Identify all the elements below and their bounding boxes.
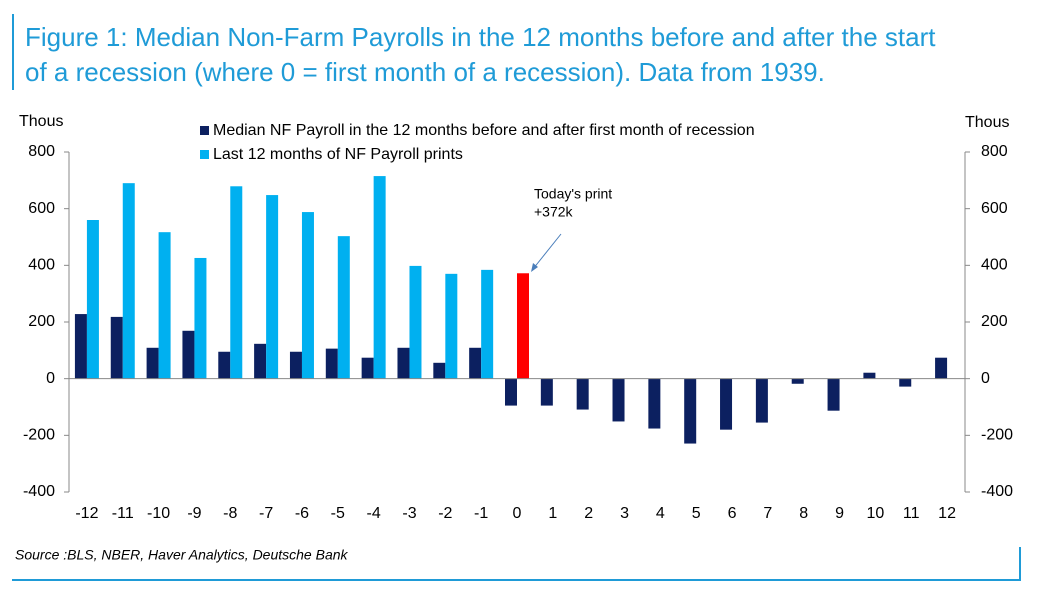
chart-title: Figure 1: Median Non-Farm Payrolls in th…	[25, 22, 936, 52]
bar	[755, 378, 768, 423]
legend-swatch	[200, 126, 209, 135]
x-tick-label: 5	[692, 505, 701, 522]
y2-tick-label: -400	[981, 483, 1013, 500]
bar	[612, 378, 625, 422]
bar	[469, 347, 482, 379]
y2-tick-label: 600	[981, 200, 1008, 217]
bar	[230, 186, 243, 379]
bar	[505, 378, 517, 406]
x-tick-label: -4	[367, 505, 381, 522]
x-tick-label: -6	[295, 505, 309, 522]
y-tick-label: 200	[28, 313, 55, 330]
y-tick-label: 0	[46, 370, 55, 387]
bar	[337, 236, 350, 379]
x-tick-label: 0	[513, 505, 522, 522]
legend-label: Last 12 months of NF Payroll prints	[213, 146, 463, 163]
bar	[899, 378, 912, 387]
bar	[194, 257, 207, 379]
bar	[397, 347, 410, 379]
x-tick-label: 4	[656, 505, 665, 522]
y-tick-label: -400	[23, 483, 55, 500]
bar	[648, 378, 661, 429]
bar	[361, 357, 374, 379]
y2-tick-label: 0	[981, 370, 990, 387]
y2-tick-label: -200	[981, 427, 1013, 444]
bar	[576, 378, 589, 410]
x-tick-label: -9	[187, 505, 201, 522]
y-axis-label: Thous	[19, 113, 63, 130]
x-tick-label: 3	[620, 505, 629, 522]
x-tick-label: 6	[728, 505, 737, 522]
bar	[373, 176, 386, 379]
bar	[791, 378, 804, 384]
x-tick-label: -11	[112, 505, 134, 522]
x-tick-label: 2	[584, 505, 593, 522]
x-tick-label: -10	[147, 505, 170, 522]
x-tick-label: 10	[867, 505, 885, 522]
bar	[409, 265, 422, 379]
bar	[517, 273, 529, 379]
source: Source :BLS, NBER, Haver Analytics, Deut…	[15, 547, 349, 563]
bar	[289, 351, 302, 379]
annotation-arrowhead	[531, 263, 538, 272]
bar	[146, 347, 159, 379]
chart-title: of a recession (where 0 = first month of…	[25, 57, 825, 87]
bar	[158, 232, 171, 379]
y2-tick-label: 400	[981, 257, 1008, 274]
x-tick-label: 9	[835, 505, 844, 522]
annotation: Today's print	[534, 186, 612, 202]
bar	[540, 378, 553, 406]
x-tick-label: -8	[223, 505, 237, 522]
bar	[254, 343, 267, 379]
x-tick-label: -1	[474, 505, 488, 522]
x-tick-label: -7	[259, 505, 273, 522]
x-tick-label: -3	[402, 505, 416, 522]
y-tick-label: 600	[28, 200, 55, 217]
bar	[827, 378, 840, 411]
x-tick-label: 12	[938, 505, 956, 522]
bar	[74, 314, 87, 379]
y-tick-label: 800	[28, 143, 55, 160]
y2-tick-label: 800	[981, 143, 1008, 160]
bar	[110, 316, 123, 379]
y2-tick-label: 200	[981, 313, 1008, 330]
bar	[218, 351, 231, 379]
y2-axis-label: Thous	[965, 114, 1009, 131]
annotation: +372k	[534, 204, 574, 220]
legend-label: Median NF Payroll in the 12 months befor…	[213, 122, 755, 139]
x-tick-label: 11	[903, 505, 920, 522]
bar	[182, 330, 195, 379]
bar	[86, 220, 99, 379]
bar	[122, 183, 135, 379]
bar	[325, 348, 338, 379]
x-tick-label: 8	[799, 505, 808, 522]
x-tick-label: 1	[548, 505, 557, 522]
x-tick-label: -12	[75, 505, 98, 522]
legend-swatch	[200, 150, 209, 159]
bar	[684, 378, 697, 444]
bar	[301, 212, 314, 379]
y-tick-label: 400	[28, 257, 55, 274]
bar	[935, 357, 948, 379]
bar	[266, 195, 279, 379]
bar	[481, 269, 494, 379]
x-tick-label: -5	[331, 505, 345, 522]
y-tick-label: -200	[23, 427, 55, 444]
annotation-arrow	[532, 233, 562, 270]
bar	[445, 273, 458, 379]
x-tick-label: 7	[763, 505, 772, 522]
bar	[433, 362, 446, 379]
x-tick-label: -2	[438, 505, 452, 522]
bar	[863, 372, 876, 379]
bar	[720, 378, 733, 430]
